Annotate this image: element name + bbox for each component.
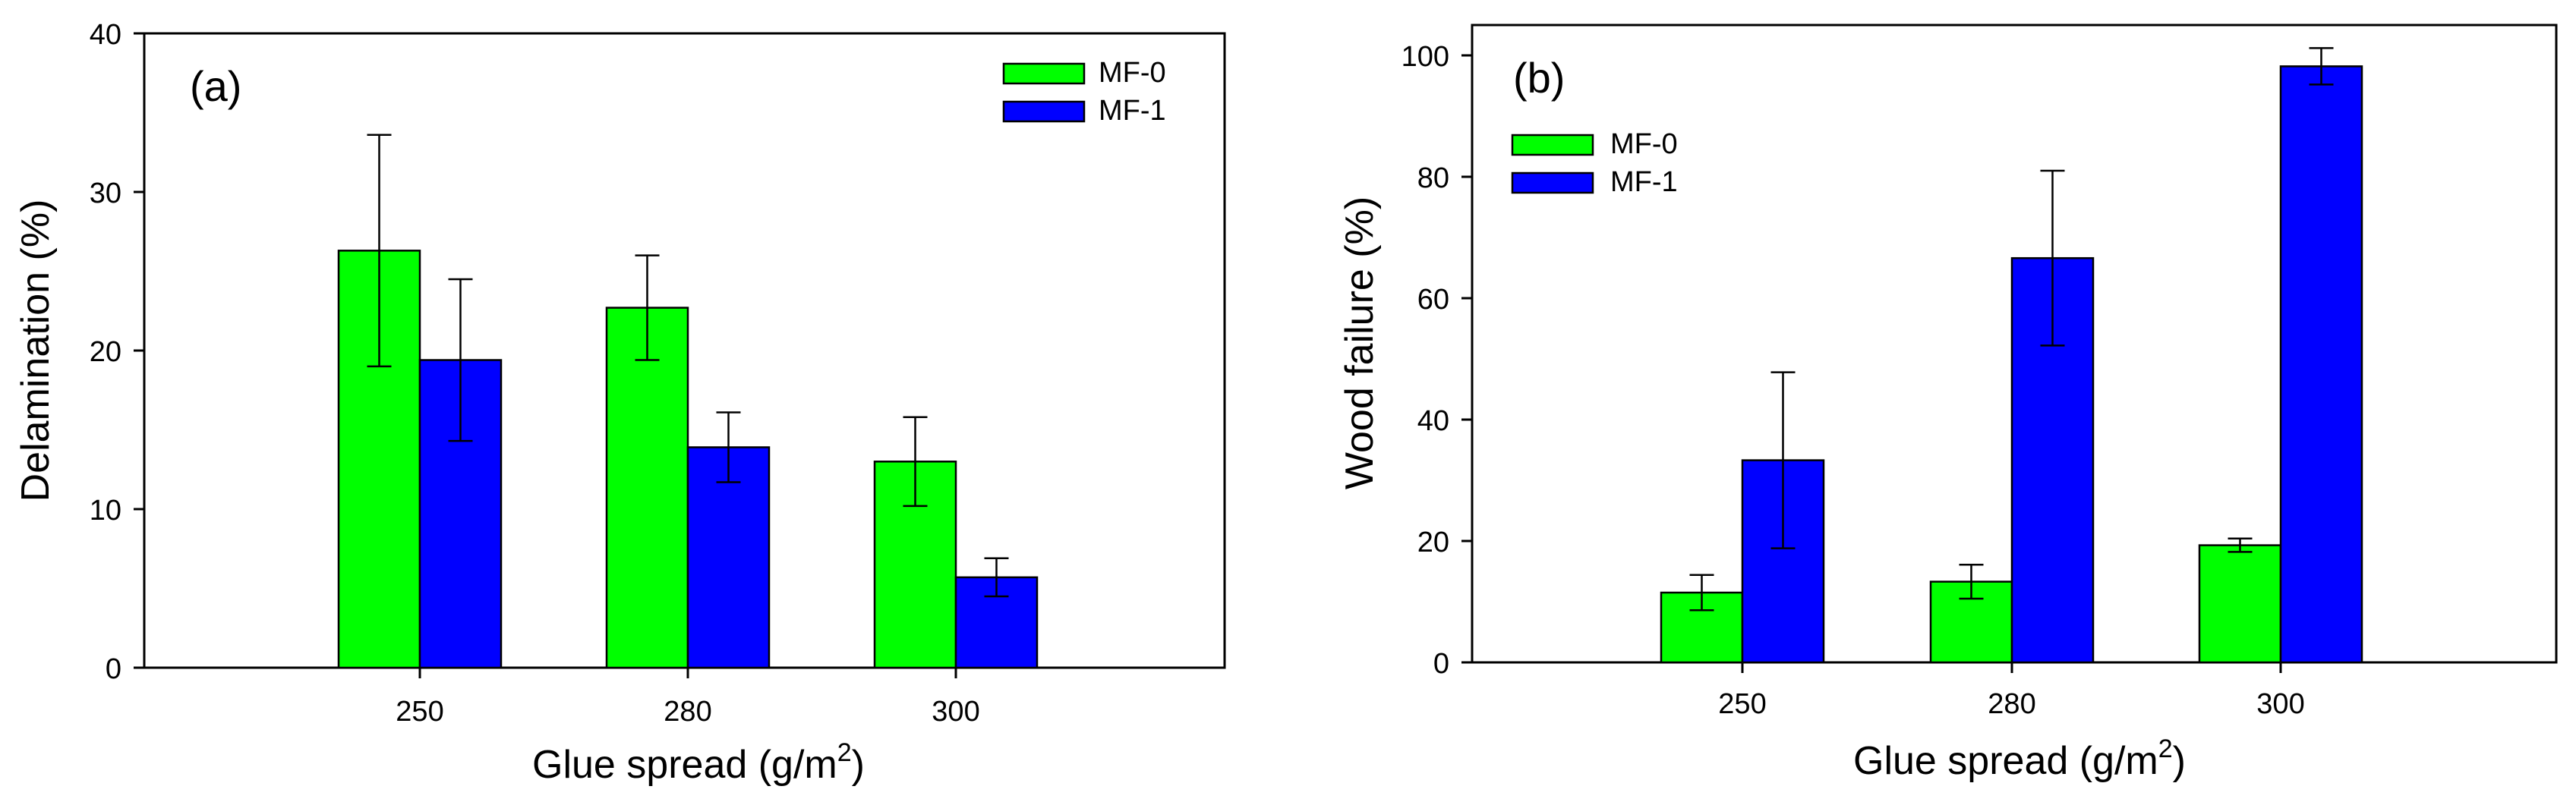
panel-a: 0 10 20 30 40 250 280 300 (a) MF-0 MF-1 Delami… <box>14 19 1226 787</box>
x-axis: 250 280 300 <box>396 668 980 728</box>
legend-swatch-mf0 <box>1511 134 1594 156</box>
y-tick-label: 30 <box>90 178 121 209</box>
panel-label: (b) <box>1513 54 1565 102</box>
legend: MF-0 MF-1 <box>1002 57 1166 127</box>
legend-swatch-mf1 <box>1511 171 1594 194</box>
y-tick-label: 40 <box>1417 405 1449 437</box>
y-tick-label: 0 <box>106 653 121 685</box>
y-tick-label: 80 <box>1417 162 1449 194</box>
x-axis-title: Glue spread (g/m2) <box>532 738 865 787</box>
bars <box>1660 65 2363 664</box>
y-tick-label: 10 <box>90 495 121 527</box>
legend-swatch-mf1 <box>1002 100 1086 123</box>
x-tick-label: 250 <box>396 696 443 728</box>
x-tick-label: 300 <box>932 696 979 728</box>
legend-label-mf1: MF-1 <box>1099 95 1166 127</box>
legend-label-mf0: MF-0 <box>1099 57 1166 89</box>
legend-label-mf0: MF-0 <box>1610 128 1678 160</box>
legend-swatch-mf0 <box>1002 62 1086 85</box>
x-tick-label: 280 <box>664 696 711 728</box>
y-tick-label: 20 <box>1417 527 1449 558</box>
x-tick-label: 300 <box>2256 688 2304 720</box>
y-axis-title: Delamination (%) <box>14 200 58 502</box>
bar-mf-0-280 <box>605 307 689 669</box>
bar-mf-0-300 <box>2198 544 2282 664</box>
error-bars <box>367 134 1009 598</box>
bar-mf-1-280 <box>2010 256 2095 664</box>
y-tick-label: 40 <box>90 19 121 51</box>
x-tick-label: 280 <box>1988 688 2035 720</box>
bar-mf-1-300 <box>2279 65 2363 664</box>
y-axis-title: Wood failure (%) <box>1338 197 1382 489</box>
legend-label-mf1: MF-1 <box>1610 166 1678 198</box>
y-tick-label: 20 <box>90 336 121 368</box>
x-tick-label: 250 <box>1718 688 1766 720</box>
panel-b: 0 20 40 60 80 100 250 280 300 (b) MF-0 MF-1 Woo… <box>1338 24 2558 783</box>
error-bars <box>1689 47 2334 612</box>
y-tick-label: 0 <box>1433 648 1449 680</box>
y-tick-label: 100 <box>1402 41 1449 73</box>
x-axis: 250 280 300 <box>1718 662 2305 720</box>
y-axis: 0 10 20 30 40 <box>90 19 144 685</box>
panel-label: (a) <box>190 62 241 110</box>
y-axis: 0 20 40 60 80 100 <box>1402 41 1472 680</box>
x-axis-title: Glue spread (g/m2) <box>1853 734 2186 783</box>
bars <box>337 250 1039 669</box>
legend: MF-0 MF-1 <box>1511 128 1678 198</box>
bar-mf-1-280 <box>686 446 771 669</box>
y-tick-label: 60 <box>1417 284 1449 316</box>
